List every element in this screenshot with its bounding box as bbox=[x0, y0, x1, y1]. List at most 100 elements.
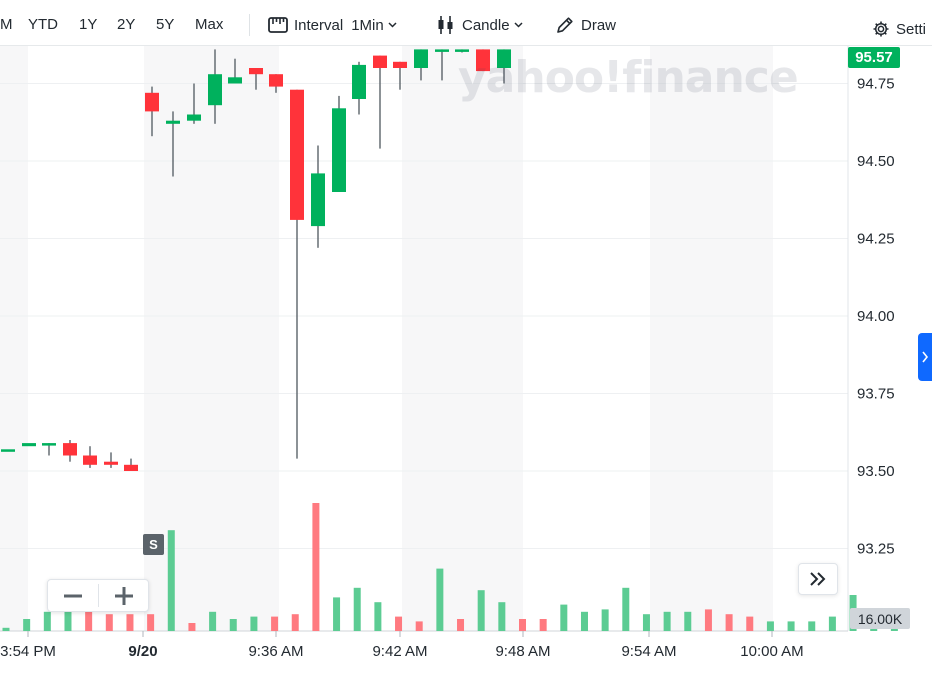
volume-bar bbox=[808, 621, 816, 631]
volume-bar bbox=[560, 604, 568, 631]
x-tick-label: 9:42 AM bbox=[372, 643, 427, 660]
candle-body bbox=[228, 77, 242, 84]
gear-icon bbox=[873, 21, 889, 37]
volume-bar bbox=[374, 602, 382, 631]
volume-bar bbox=[312, 503, 320, 631]
volume-scale-tag: 16.00K bbox=[850, 608, 910, 629]
volume-bar bbox=[291, 614, 299, 631]
range-ytd-button[interactable]: YTD bbox=[28, 16, 58, 33]
x-tick-label: 3:54 PM bbox=[0, 643, 56, 660]
volume-bar bbox=[126, 614, 134, 631]
zoom-out-button[interactable] bbox=[48, 580, 98, 611]
x-tick-label: 9:36 AM bbox=[248, 643, 303, 660]
chevron-down-icon bbox=[388, 22, 397, 28]
interval-value: 1Min bbox=[351, 16, 384, 34]
range-1y-button[interactable]: 1Y bbox=[79, 16, 98, 33]
candle-body bbox=[414, 49, 428, 68]
side-panel-toggle[interactable] bbox=[918, 333, 932, 381]
volume-bar bbox=[539, 619, 547, 631]
candle-body bbox=[311, 173, 325, 227]
volume-bar bbox=[498, 602, 506, 631]
session-band bbox=[0, 46, 28, 631]
volume-bar bbox=[828, 616, 836, 631]
pencil-icon bbox=[557, 17, 573, 33]
volume-bar bbox=[147, 614, 155, 631]
volume-bar bbox=[229, 619, 237, 631]
interval-dropdown[interactable]: Interval 1Min bbox=[268, 14, 403, 36]
candle-body bbox=[145, 92, 159, 112]
settings-label: Setti bbox=[896, 20, 927, 38]
volume-bar bbox=[105, 614, 113, 631]
session-marker[interactable]: S bbox=[143, 534, 164, 555]
candlestick-chart[interactable]: 94.75 94.50 94.25 94.00 93.75 93.50 93.25 3:54 … bbox=[0, 46, 932, 682]
volume-bar bbox=[622, 587, 630, 631]
x-tick-label: 9:48 AM bbox=[495, 643, 550, 660]
volume-bar bbox=[250, 616, 258, 631]
candle-body bbox=[476, 49, 490, 72]
zoom-divider bbox=[98, 584, 99, 607]
volume-bar bbox=[436, 568, 444, 631]
yahoo-finance-watermark: yahoo!finance bbox=[458, 52, 799, 103]
volume-bar bbox=[746, 616, 754, 631]
candle-body bbox=[104, 461, 118, 465]
volume-bar bbox=[2, 627, 10, 631]
y-tick-label: 94.75 bbox=[857, 76, 895, 93]
scroll-to-latest-button[interactable] bbox=[798, 563, 838, 595]
x-tick-label: 9:54 AM bbox=[621, 643, 676, 660]
volume-bar bbox=[64, 609, 72, 631]
zoom-in-button[interactable] bbox=[99, 580, 149, 611]
candle-body bbox=[208, 74, 222, 106]
y-tick-label: 94.25 bbox=[857, 231, 895, 248]
volume-bar bbox=[601, 609, 609, 631]
volume-bar bbox=[519, 619, 526, 631]
chart-type-dropdown[interactable]: Candle bbox=[436, 14, 529, 36]
volume-bar bbox=[43, 611, 51, 631]
range-5y-button[interactable]: 5Y bbox=[156, 16, 175, 33]
candle-body bbox=[166, 120, 180, 124]
range-max-button[interactable]: Max bbox=[195, 16, 224, 33]
candle-body bbox=[332, 108, 346, 192]
double-chevron-right-icon bbox=[810, 572, 826, 586]
range-2y-button[interactable]: 2Y bbox=[117, 16, 136, 33]
volume-bar bbox=[684, 611, 692, 631]
candle-body bbox=[290, 89, 304, 220]
volume-bar bbox=[766, 621, 774, 631]
candle-body bbox=[83, 455, 97, 465]
volume-bar bbox=[23, 619, 31, 631]
range-m-button[interactable]: M bbox=[0, 16, 13, 33]
candle-body bbox=[269, 74, 283, 87]
candle-body bbox=[187, 114, 201, 121]
volume-bar bbox=[333, 597, 341, 631]
candle-body bbox=[22, 443, 36, 447]
x-tick-label: 10:00 AM bbox=[740, 643, 803, 660]
session-band bbox=[650, 46, 773, 631]
volume-bar bbox=[787, 621, 795, 631]
candle-body bbox=[63, 443, 77, 456]
volume-bar bbox=[188, 623, 196, 631]
candle-body bbox=[455, 49, 469, 52]
chevron-right-icon bbox=[922, 351, 929, 363]
x-tick-label: 9/20 bbox=[128, 643, 157, 660]
volume-bar bbox=[457, 619, 465, 631]
volume-bar bbox=[85, 609, 93, 631]
candle-body bbox=[393, 61, 407, 68]
last-price-tag: 95.57 bbox=[848, 47, 900, 68]
candle-body bbox=[373, 55, 387, 68]
y-tick-label: 94.00 bbox=[857, 308, 895, 325]
candle-body bbox=[124, 464, 138, 471]
volume-bar bbox=[642, 614, 650, 631]
volume-bar bbox=[725, 614, 733, 631]
volume-bar bbox=[209, 611, 217, 631]
settings-button[interactable]: Setti bbox=[872, 18, 926, 40]
volume-bar bbox=[353, 587, 361, 631]
volume-bar bbox=[704, 609, 712, 631]
session-band bbox=[144, 46, 279, 631]
minus-icon bbox=[64, 594, 82, 597]
volume-bar bbox=[167, 530, 175, 631]
draw-button[interactable]: Draw bbox=[555, 14, 616, 36]
y-tick-label: 93.75 bbox=[857, 386, 895, 403]
volume-bar bbox=[580, 611, 588, 631]
chart-toolbar: M YTD 1Y 2Y 5Y Max Interval 1Min Candle … bbox=[0, 0, 932, 46]
ruler-icon bbox=[268, 17, 288, 33]
toolbar-divider bbox=[249, 14, 250, 36]
